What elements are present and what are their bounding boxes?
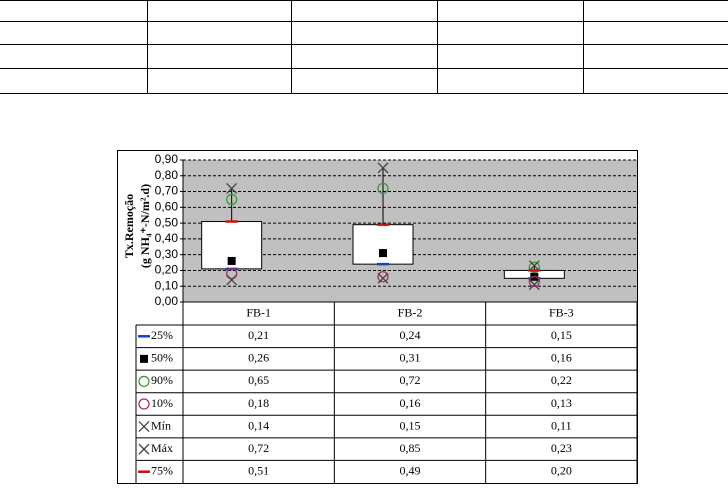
value-label: 0,20	[551, 463, 572, 477]
marker	[377, 162, 389, 174]
marker	[379, 249, 387, 258]
legend-marker	[138, 421, 150, 433]
legend-label: 10%	[151, 396, 173, 410]
value-label: 0,85	[400, 441, 421, 455]
y-tick-label: 0,60	[155, 200, 179, 214]
marker	[226, 193, 238, 206]
value-label: 0,72	[400, 373, 421, 387]
y-tick-label: 0,40	[155, 231, 179, 245]
value-label: 0,18	[248, 396, 269, 410]
y-tick-label: 0,90	[155, 152, 179, 166]
marker	[528, 275, 540, 288]
value-label: 0,72	[248, 441, 269, 455]
marker	[528, 261, 540, 273]
empty-table	[0, 0, 728, 94]
y-tick-label: 0,20	[155, 263, 179, 277]
y-label: Tx.Remoção	[122, 194, 136, 258]
y-tick-label: 0,10	[155, 278, 179, 292]
value-label: 0,26	[248, 351, 269, 365]
value-label: 0,65	[248, 373, 269, 387]
legend-label: 90%	[151, 373, 173, 387]
marker	[227, 256, 236, 265]
value-label: 0,49	[400, 463, 421, 477]
value-label: 0,15	[551, 328, 572, 342]
legend-marker	[140, 354, 148, 363]
marker	[226, 267, 238, 280]
value-label: 0,21	[248, 328, 269, 342]
box	[352, 224, 414, 265]
x-tick-label: FB-1	[246, 305, 271, 319]
legend-label: 50%	[151, 351, 173, 365]
marker	[528, 279, 540, 291]
value-label: 0,22	[551, 373, 572, 387]
y-tick-label: 0,70	[155, 184, 179, 198]
value-label: 0,16	[400, 396, 421, 410]
legend-label: 75%	[151, 463, 173, 477]
marker	[377, 182, 389, 195]
legend-marker	[138, 375, 150, 388]
y-tick-label: 0,80	[155, 168, 179, 182]
legend-label: 25%	[151, 328, 173, 342]
value-label: 0,31	[400, 351, 421, 365]
legend-label: Mín	[151, 418, 171, 432]
marker	[226, 274, 238, 286]
legend-label: Máx	[151, 441, 173, 455]
y-tick-label: 0,30	[155, 247, 179, 261]
legend-marker	[138, 443, 150, 455]
y-tick-label: 0,50	[155, 215, 179, 229]
marker	[377, 272, 389, 284]
marker	[377, 271, 389, 283]
marker	[226, 182, 238, 194]
value-label: 0,11	[551, 418, 572, 432]
y-label: (g NH₄⁺-N/m².d)	[138, 184, 152, 268]
y-tick-label: 0,00	[155, 294, 179, 308]
x-tick-label: FB-2	[398, 305, 423, 319]
value-label: 0,13	[551, 396, 572, 410]
value-label: 0,24	[400, 328, 421, 342]
value-label: 0,51	[248, 463, 269, 477]
marker	[528, 260, 540, 272]
value-label: 0,15	[400, 418, 421, 432]
value-label: 0,23	[551, 441, 572, 455]
value-label: 0,14	[248, 418, 269, 432]
value-label: 0,16	[551, 351, 572, 365]
legend-marker	[138, 398, 150, 410]
x-tick-label: FB-3	[549, 305, 574, 319]
